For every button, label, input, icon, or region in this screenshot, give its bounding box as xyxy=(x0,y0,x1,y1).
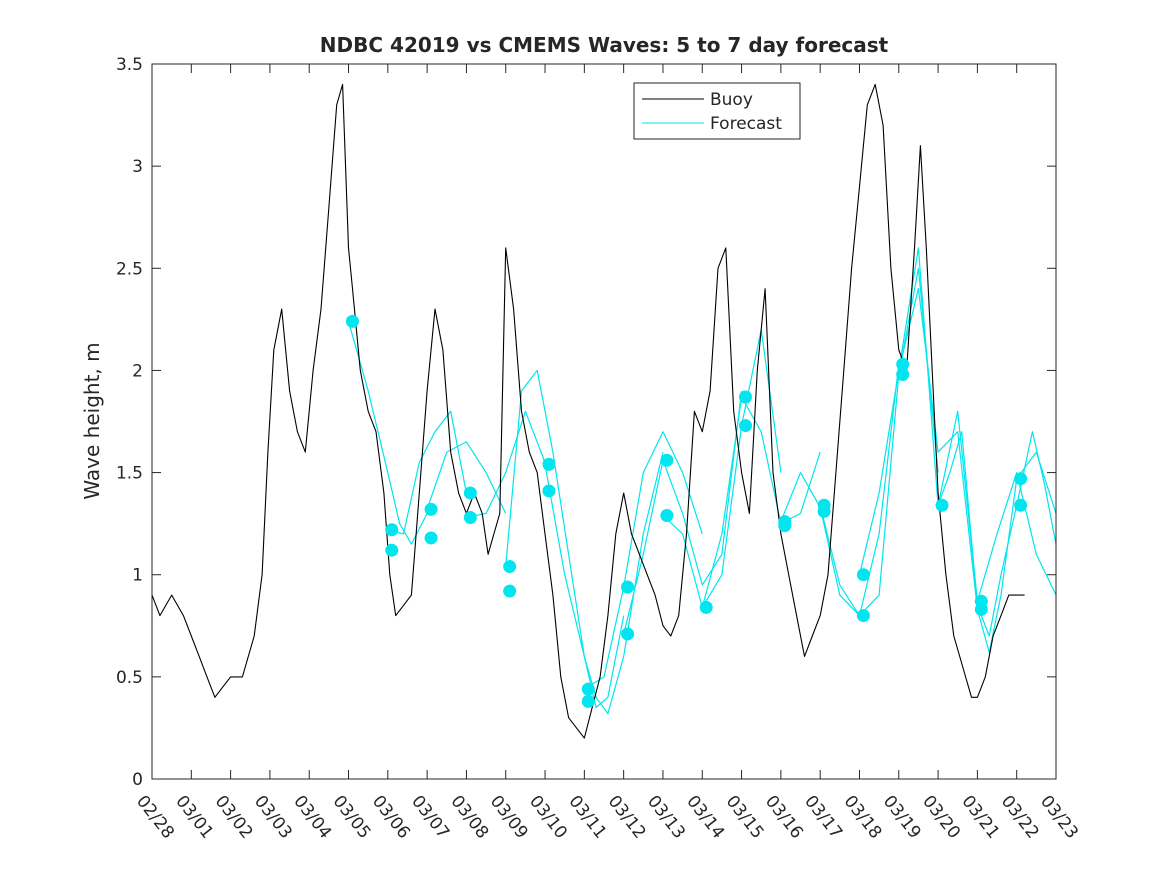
forecast-point xyxy=(385,543,399,557)
forecast-series-line xyxy=(466,410,546,519)
series-layer xyxy=(151,83,1057,739)
forecast-series-line xyxy=(858,247,978,602)
forecast-point xyxy=(503,560,517,574)
forecast-point xyxy=(463,511,477,525)
forecast-series-line xyxy=(623,390,743,635)
forecast-point xyxy=(778,519,792,533)
forecast-point xyxy=(856,609,870,623)
y-tick-label: 3.5 xyxy=(116,55,143,75)
plot-area xyxy=(152,64,1056,779)
y-tick-label: 1.5 xyxy=(116,464,143,484)
legend-label-buoy: Buoy xyxy=(710,90,753,110)
buoy-series-line xyxy=(151,83,1025,739)
legend-box xyxy=(633,82,801,140)
forecast-point xyxy=(1014,498,1028,512)
y-tick-label: 2 xyxy=(132,361,143,381)
legend: Buoy Forecast xyxy=(633,82,801,140)
forecast-point xyxy=(581,682,595,696)
forecast-series-line xyxy=(347,321,428,545)
y-axis: 0 0.5 1 1.5 2 2.5 3 3.5 xyxy=(116,55,1056,790)
forecast-series-line xyxy=(544,451,664,715)
forecast-series-line xyxy=(701,396,821,608)
forecast-point xyxy=(542,484,556,498)
forecast-point xyxy=(935,498,949,512)
forecast-point xyxy=(1014,472,1028,486)
y-tick-label: 0.5 xyxy=(116,668,143,688)
forecast-point xyxy=(974,602,988,616)
forecast-point xyxy=(385,523,399,537)
forecast-point xyxy=(817,504,831,518)
forecast-series-line xyxy=(780,364,900,617)
forecast-point xyxy=(424,531,438,545)
y-tick-label: 0 xyxy=(132,770,143,790)
forecast-point xyxy=(738,419,752,433)
y-tick-label: 2.5 xyxy=(116,259,143,279)
forecast-series-line xyxy=(505,369,625,709)
forecast-point xyxy=(660,453,674,467)
forecast-point xyxy=(738,390,752,404)
forecast-point xyxy=(856,568,870,582)
axes-frame xyxy=(151,63,1057,780)
chart-title: NDBC 42019 vs CMEMS Waves: 5 to 7 day fo… xyxy=(320,33,889,57)
points-layer xyxy=(345,314,1028,708)
forecast-point xyxy=(896,368,910,382)
forecast-point xyxy=(345,314,359,328)
forecast-point xyxy=(463,486,477,500)
forecast-point xyxy=(660,508,674,522)
forecast-point xyxy=(503,584,517,598)
forecast-point xyxy=(896,357,910,371)
forecast-point xyxy=(581,694,595,708)
forecast-point xyxy=(699,600,713,614)
forecast-point xyxy=(542,457,556,471)
y-tick-label: 3 xyxy=(132,157,143,177)
forecast-series-line xyxy=(898,288,1057,653)
forecast-series-line xyxy=(976,472,1057,602)
forecast-series-line xyxy=(583,431,703,690)
y-axis-label: Wave height, m xyxy=(80,342,104,499)
forecast-point xyxy=(424,502,438,516)
forecast-series-line xyxy=(426,441,507,514)
forecast-series-line xyxy=(387,410,467,535)
y-tick-label: 1 xyxy=(132,566,143,586)
forecast-point xyxy=(621,627,635,641)
legend-label-forecast: Forecast xyxy=(710,114,782,134)
forecast-series-line xyxy=(937,431,1057,637)
forecast-point xyxy=(621,580,635,594)
forecast-series-line xyxy=(819,267,939,617)
